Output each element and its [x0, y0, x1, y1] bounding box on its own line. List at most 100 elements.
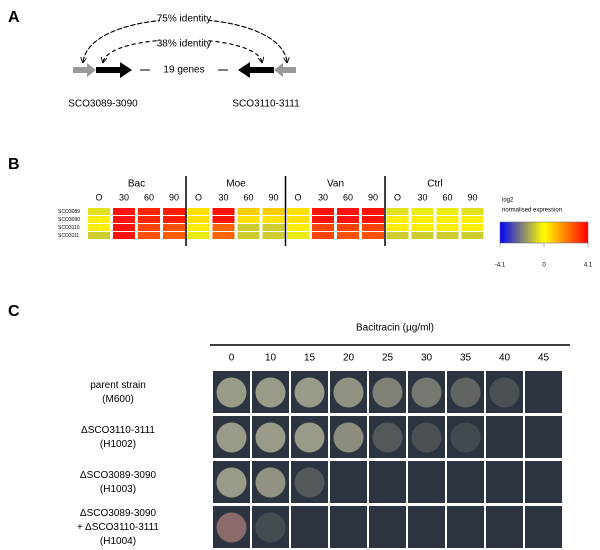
heatmap-cell [461, 208, 484, 215]
colorbar-step [524, 222, 527, 243]
panel-label: A [8, 9, 20, 26]
plate-well [486, 506, 523, 548]
strain-label: (H1003) [100, 484, 136, 495]
legend-title: log2 [502, 198, 514, 204]
colorbar-step [536, 222, 539, 243]
heatmap-cell [212, 208, 235, 215]
heatmap-cell [436, 216, 459, 223]
colony-spot [333, 422, 364, 453]
group-label: Bac [128, 179, 145, 190]
colony-spot [216, 422, 247, 453]
colorbar-step [504, 222, 507, 243]
heatmap-cell [287, 208, 309, 215]
plate-well [486, 461, 523, 503]
strain-label: ΔSCO3110-3111 [81, 425, 155, 436]
heatmap-cell [187, 232, 210, 239]
heatmap-cell [386, 224, 409, 231]
plate-well [525, 461, 562, 503]
colony-spot [216, 377, 247, 408]
heatmap-cell [287, 216, 309, 223]
row-label: SCO3090 [58, 217, 80, 223]
colorbar-tick-label: -4.1 [495, 263, 506, 269]
colorbar-step [514, 222, 517, 243]
colorbar-step [540, 222, 543, 243]
colorbar-step [578, 222, 581, 243]
heatmap-cell [262, 232, 285, 239]
heatmap-cell [187, 216, 210, 223]
plate-well [447, 506, 484, 548]
colorbar-step [516, 222, 519, 243]
column-label: 30 [318, 192, 328, 202]
heatmap-cell [237, 232, 260, 239]
axis-title: Bacitracin (µg/ml) [356, 323, 434, 334]
heatmap-cell [113, 232, 135, 239]
heatmap-cell [138, 224, 160, 231]
heatmap-cell [163, 224, 185, 231]
heatmap-cell [411, 224, 434, 231]
gene-arrow [73, 63, 96, 77]
colorbar-step [580, 222, 583, 243]
colorbar-step [556, 222, 559, 243]
arc-label: 75% identity [157, 14, 211, 25]
heatmap-cell [386, 232, 409, 239]
colony-spot [294, 467, 325, 498]
colony-spot [255, 377, 286, 408]
colony-spot [372, 422, 403, 453]
column-label: O [195, 192, 202, 202]
colorbar-step [566, 222, 569, 243]
concentration-label: 10 [265, 353, 277, 364]
heatmap-cell [436, 232, 459, 239]
strain-label: (H1002) [100, 439, 136, 450]
heatmap-cell [212, 232, 235, 239]
column-label: 90 [268, 192, 278, 202]
label-bg [160, 37, 208, 49]
heatmap-cell [262, 224, 285, 231]
concentration-label: 45 [538, 353, 550, 364]
arc [83, 18, 288, 62]
panel-label: C [8, 303, 20, 320]
heatmap-cell [113, 216, 135, 223]
heatmap-cell [262, 208, 285, 215]
colorbar-step [520, 222, 523, 243]
concentration-label: 0 [229, 353, 235, 364]
colorbar-step [568, 222, 571, 243]
colorbar-step [584, 222, 587, 243]
heatmap-cell [362, 224, 384, 231]
colorbar-tick-label: 0 [542, 263, 546, 269]
plate-well [486, 371, 523, 413]
heatmap-cell [287, 224, 309, 231]
column-label: 30 [417, 192, 427, 202]
column-label: 90 [169, 192, 179, 202]
column-label: 60 [442, 192, 452, 202]
label-bg [160, 12, 208, 24]
heatmap-cell [362, 208, 384, 215]
heatmap-cell [461, 216, 484, 223]
concentration-label: 35 [460, 353, 472, 364]
colorbar-step [508, 222, 511, 243]
column-label: 60 [144, 192, 154, 202]
gene-arrow [274, 63, 296, 77]
plate-well [525, 371, 562, 413]
heatmap-cell [88, 208, 110, 215]
heatmap-cell [187, 224, 210, 231]
heatmap-cell [312, 208, 334, 215]
heatmap-cell [88, 216, 110, 223]
column-label: 90 [368, 192, 378, 202]
row-label: SCO3110 [58, 225, 80, 231]
plate-well [330, 461, 367, 503]
heatmap-cell [163, 216, 185, 223]
colorbar-step [574, 222, 577, 243]
heatmap-cell [312, 216, 334, 223]
plate-well [447, 461, 484, 503]
strain-label: (M600) [102, 394, 134, 405]
heatmap-cell [362, 216, 384, 223]
colorbar-step [526, 222, 529, 243]
heatmap-cell [138, 216, 160, 223]
heatmap-cell [312, 232, 334, 239]
heatmap-cell [362, 232, 384, 239]
heatmap-cell [411, 216, 434, 223]
plate-well [291, 506, 328, 548]
plate-well [330, 506, 367, 548]
colony-spot [411, 422, 442, 453]
